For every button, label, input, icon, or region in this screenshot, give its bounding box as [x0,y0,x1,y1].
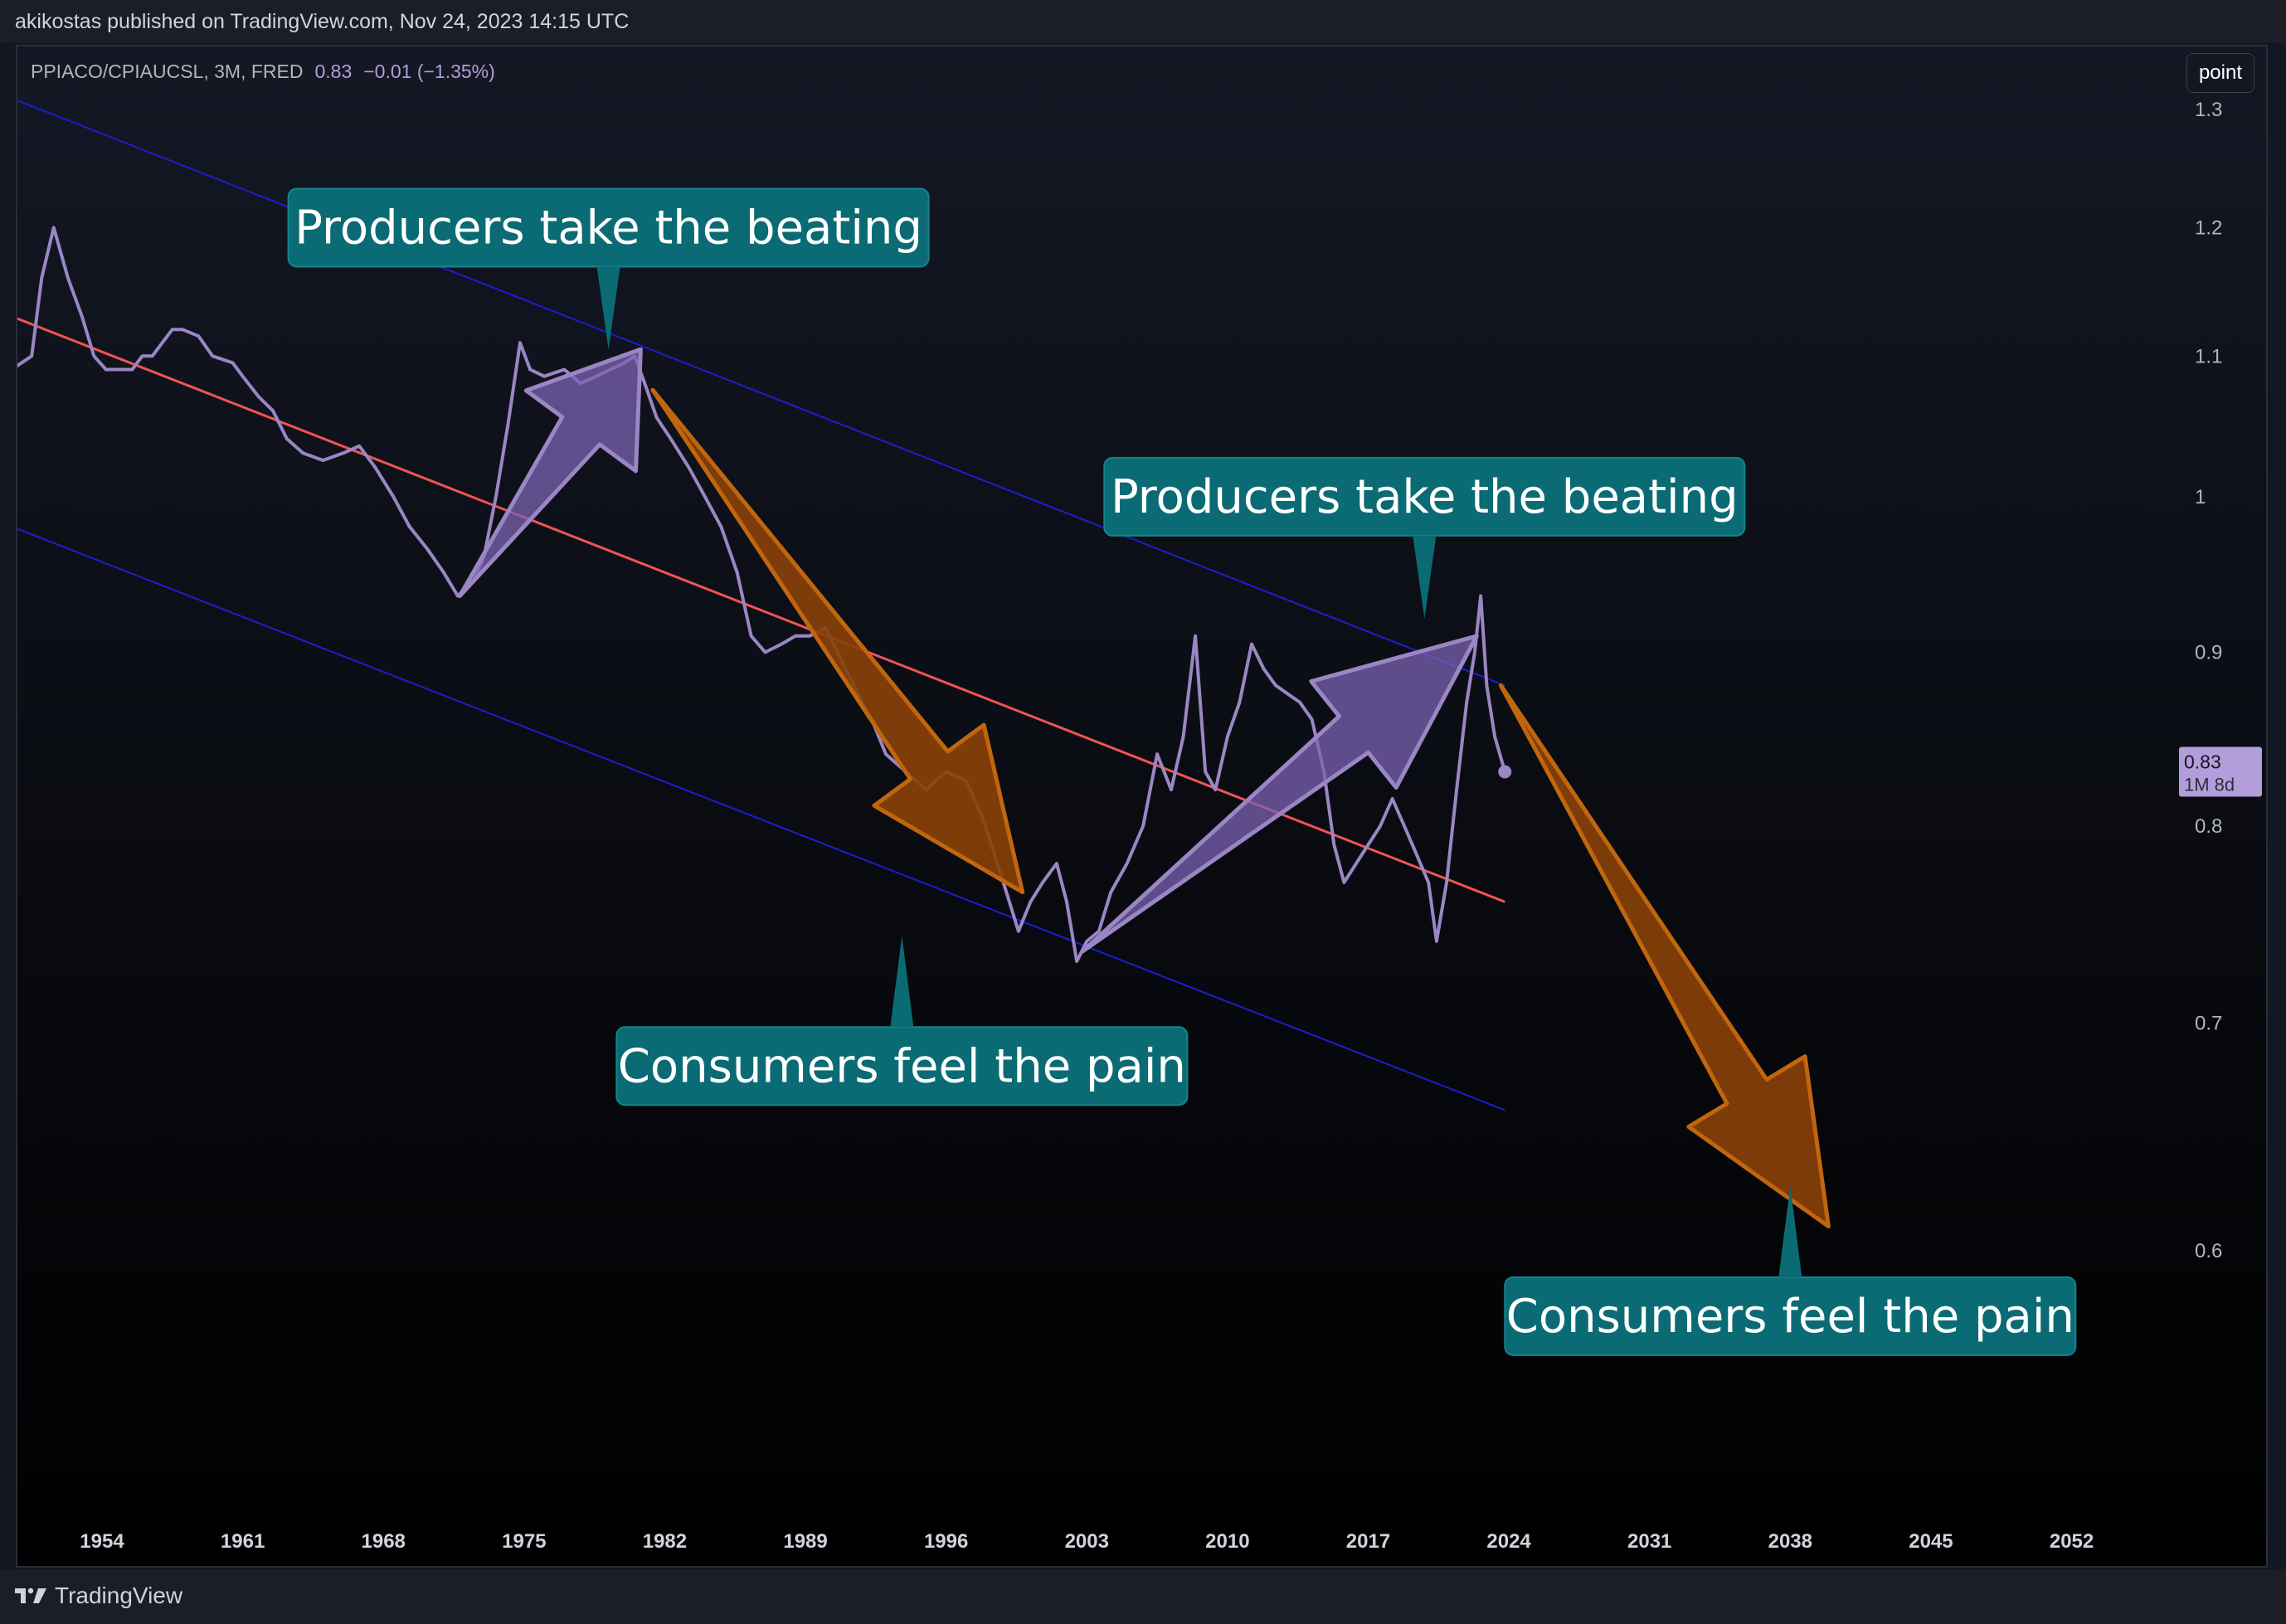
price-tick-label-1: 1.2 [2195,216,2222,239]
price-tag-countdown: 1M 8d [2184,775,2235,795]
down-arrow-1[interactable] [1498,683,1831,1229]
callout-text-2: Consumers feel the pain [618,1039,1186,1093]
up-arrow-0[interactable] [457,347,643,598]
time-tick-label-11: 2031 [1627,1530,1671,1553]
tradingview-logo-icon [15,1588,46,1603]
legend-change: −0.01 (−1.35%) [363,61,495,82]
time-tick-label-4: 1982 [643,1530,687,1553]
price-tag-value: 0.83 [2184,751,2221,773]
up-arrow-1[interactable] [1080,634,1479,954]
time-tick-label-6: 1996 [924,1530,968,1553]
scale-mode-button[interactable]: point [2186,53,2254,93]
callout-text-0: Producers take the beating [294,201,922,255]
price-tick-label-3: 1 [2195,486,2206,508]
time-tick-label-9: 2017 [1346,1530,1390,1553]
time-tick-label-10: 2024 [1486,1530,1531,1553]
callout-pointer-0 [596,266,620,350]
time-tick-label-7: 2003 [1065,1530,1109,1553]
callout-text-1: Producers take the beating [1111,470,1739,524]
price-tick-label-7: 0.6 [2195,1240,2222,1262]
price-tick-label-0: 1.3 [2195,99,2222,121]
callout-text-3: Consumers feel the pain [1506,1290,2074,1344]
footer-bar: TradingView [0,1569,2286,1624]
down-arrow-0[interactable] [650,387,1025,895]
channel-upper-line[interactable] [17,98,1505,687]
channel-lower-line[interactable] [17,527,1505,1111]
publish-info: akikostas published on TradingView.com, … [15,10,630,33]
price-tick-label-6: 0.7 [2195,1013,2222,1035]
tradingview-brand[interactable]: TradingView [15,1583,182,1609]
chart-pane[interactable]: 1.3 1.2 1.1 1 0.9 0.8 0.7 0.6 1954 1961 1968 1975 19… [16,45,2268,1568]
series-line[interactable] [17,226,1507,963]
time-tick-label-13: 2045 [1909,1530,1953,1553]
callout-pointer-2 [890,936,914,1028]
price-tag-box [2179,746,2262,797]
legend-symbol: PPIACO/CPIAUCSL, 3M, FRED [31,61,304,82]
last-value-dot [1498,765,1512,779]
symbol-legend[interactable]: PPIACO/CPIAUCSL, 3M, FRED 0.83 −0.01 (−1.3… [31,61,495,83]
time-tick-label-2: 1968 [362,1530,406,1553]
time-tick-label-12: 2038 [1768,1530,1812,1553]
brand-name: TradingView [55,1583,183,1608]
time-tick-label-5: 1989 [783,1530,827,1553]
publish-header: akikostas published on TradingView.com, … [0,0,2286,43]
price-tick-label-2: 1.1 [2195,345,2222,367]
legend-last-value: 0.83 [314,61,353,82]
callout-pointer-3 [1778,1185,1802,1277]
price-tick-label-5: 0.8 [2195,815,2222,838]
time-tick-label-1: 1961 [221,1530,265,1553]
time-tick-label-3: 1975 [502,1530,546,1553]
chart-canvas[interactable]: 1.3 1.2 1.1 1 0.9 0.8 0.7 0.6 1954 1961 1968 1975 19… [17,46,2266,1566]
time-tick-label-0: 1954 [80,1530,124,1553]
time-tick-label-8: 2010 [1205,1530,1249,1553]
price-tick-label-4: 0.9 [2195,641,2222,664]
time-tick-label-14: 2052 [2050,1530,2094,1553]
callout-pointer-1 [1413,535,1437,619]
